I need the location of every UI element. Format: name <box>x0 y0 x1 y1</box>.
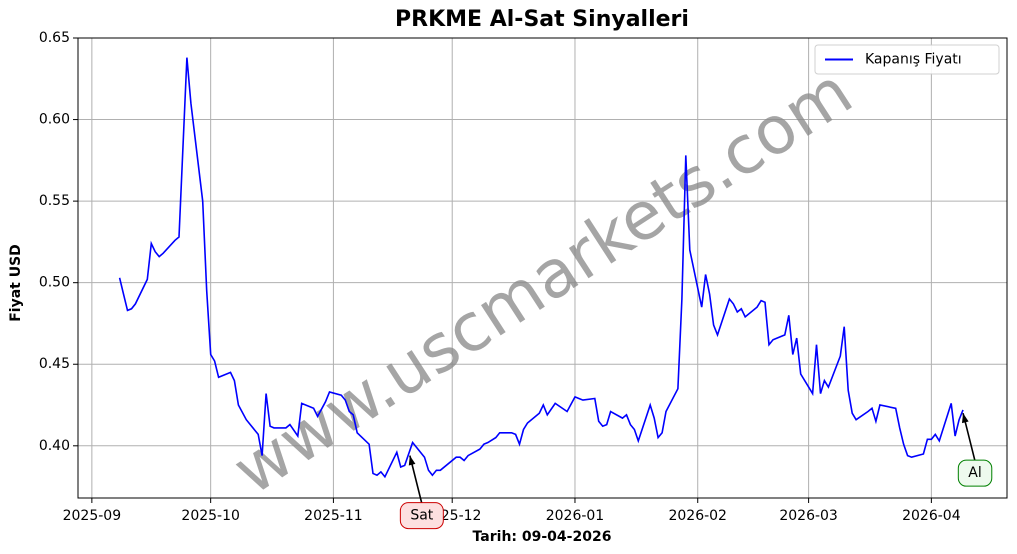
annotation-box <box>957 459 993 487</box>
annotation-label: Al <box>968 465 981 481</box>
x-axis-label: Tarih: 09-04-2026 <box>473 529 612 545</box>
x-tick-label: 2025-09 <box>63 508 122 524</box>
y-tick-label: 0.65 <box>39 30 70 46</box>
legend-box <box>814 44 1000 75</box>
x-tick-label: 2026-04 <box>902 508 961 524</box>
y-axis-label: Fiyat USD <box>8 244 24 322</box>
x-tick-label: 2026-03 <box>779 508 838 524</box>
plot-frame <box>77 37 1008 499</box>
watermark: www.uscmarkets.com <box>220 53 866 510</box>
x-tick-label: 2026-01 <box>546 508 605 524</box>
x-tick-label: 2026-02 <box>668 508 727 524</box>
annotation-box <box>399 502 444 530</box>
y-tick-label: 0.45 <box>39 356 70 372</box>
annotation-label: Sat <box>410 508 433 524</box>
y-tick-label: 0.55 <box>39 193 70 209</box>
chart-title: PRKME Al-Sat Sinyalleri <box>395 7 689 32</box>
x-tick-label: 2025-11 <box>304 508 363 524</box>
legend-label: Kapanış Fiyatı <box>865 52 962 68</box>
price-line <box>118 57 964 479</box>
arrow-head <box>408 455 416 466</box>
y-tick-label: 0.60 <box>39 112 70 128</box>
x-tick-label: 2025-10 <box>181 508 240 524</box>
arrow-head <box>962 413 969 424</box>
y-tick-label: 0.40 <box>39 438 70 454</box>
y-tick-label: 0.50 <box>39 275 70 291</box>
